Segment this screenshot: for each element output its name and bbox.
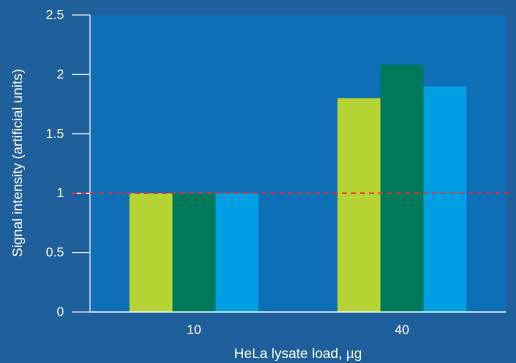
x-tick-label: 40: [395, 322, 409, 337]
y-tick-label: 1.5: [46, 126, 64, 141]
bar-series-3-10: [215, 193, 259, 312]
y-axis-title: Signal intensity (artificial units): [9, 69, 25, 257]
bar-series-3-40: [423, 86, 467, 312]
bar-series-2-40: [380, 64, 424, 312]
bar-series-2-10: [172, 193, 216, 312]
y-axis: 0 0.5 1 1.5 2 2.5: [46, 7, 91, 319]
x-tick-label: 10: [187, 322, 201, 337]
y-tick-label: 0.5: [46, 245, 64, 260]
y-tick-label: 0: [57, 304, 64, 319]
y-tick-label: 1: [57, 185, 64, 200]
y-tick-label: 2: [57, 66, 64, 81]
bar-series-1-10: [129, 193, 173, 312]
x-axis: 10 40: [90, 311, 506, 337]
bar-series-1-40: [337, 98, 381, 312]
x-axis-title: HeLa lysate load, µg: [234, 345, 362, 361]
y-tick-label: 2.5: [46, 7, 64, 22]
bars-group: [129, 64, 467, 312]
